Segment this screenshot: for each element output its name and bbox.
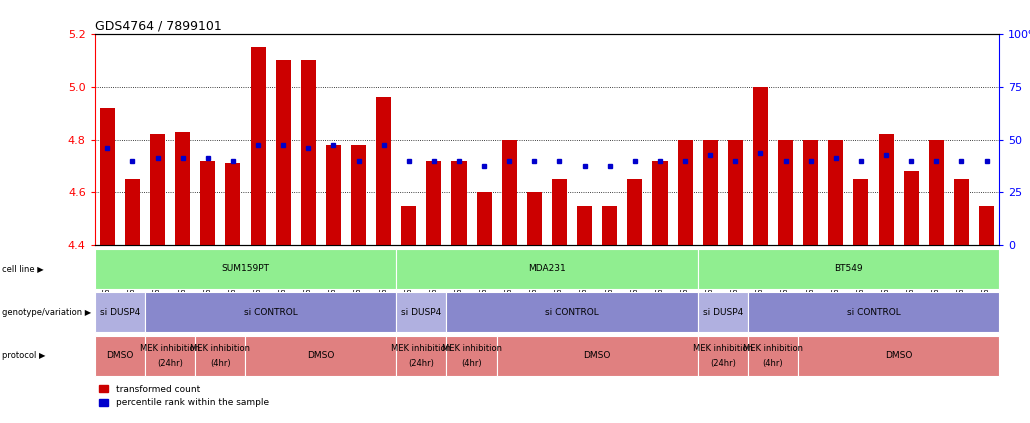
Bar	[451, 161, 467, 245]
Text: MEK inhibition: MEK inhibition	[442, 344, 502, 353]
Text: protocol ▶: protocol ▶	[2, 352, 45, 360]
Text: DMSO: DMSO	[106, 352, 134, 360]
Bar	[652, 161, 667, 245]
Text: MDA231: MDA231	[528, 264, 565, 273]
Text: (24hr): (24hr)	[710, 359, 735, 368]
Bar	[678, 140, 692, 245]
Bar	[753, 87, 768, 245]
Text: si DUSP4: si DUSP4	[702, 308, 743, 317]
Text: (4hr): (4hr)	[461, 359, 482, 368]
Bar	[954, 179, 969, 245]
Bar	[276, 60, 290, 245]
Bar	[803, 140, 818, 245]
Bar	[125, 179, 140, 245]
Text: MEK inhibition: MEK inhibition	[743, 344, 803, 353]
Text: (24hr): (24hr)	[408, 359, 435, 368]
Bar	[150, 134, 165, 245]
Bar	[728, 140, 743, 245]
Bar	[200, 161, 215, 245]
Bar	[175, 132, 191, 245]
Bar	[627, 179, 643, 245]
Text: MEK inhibition: MEK inhibition	[693, 344, 753, 353]
Bar	[702, 140, 718, 245]
Text: si CONTROL: si CONTROL	[244, 308, 298, 317]
Bar	[526, 192, 542, 245]
Bar	[477, 192, 491, 245]
Bar	[226, 163, 240, 245]
Bar	[778, 140, 793, 245]
Bar	[100, 108, 115, 245]
Bar	[402, 206, 416, 245]
Bar	[603, 206, 617, 245]
Text: DMSO: DMSO	[307, 352, 335, 360]
Bar	[301, 60, 316, 245]
Text: DMSO: DMSO	[885, 352, 913, 360]
Legend: transformed count, percentile rank within the sample: transformed count, percentile rank withi…	[99, 385, 269, 407]
Text: si DUSP4: si DUSP4	[100, 308, 140, 317]
Bar	[903, 171, 919, 245]
Text: si DUSP4: si DUSP4	[402, 308, 442, 317]
Text: (24hr): (24hr)	[158, 359, 183, 368]
Bar	[879, 134, 894, 245]
Text: si CONTROL: si CONTROL	[847, 308, 900, 317]
Text: MEK inhibition: MEK inhibition	[191, 344, 250, 353]
Text: MEK inhibition: MEK inhibition	[391, 344, 451, 353]
Text: (4hr): (4hr)	[762, 359, 784, 368]
Text: (4hr): (4hr)	[210, 359, 231, 368]
Text: GDS4764 / 7899101: GDS4764 / 7899101	[95, 20, 221, 33]
Bar	[929, 140, 943, 245]
Bar	[577, 206, 592, 245]
Bar	[502, 140, 517, 245]
Text: SUM159PT: SUM159PT	[221, 264, 270, 273]
Text: BT549: BT549	[834, 264, 863, 273]
Text: DMSO: DMSO	[583, 352, 611, 360]
Bar	[426, 161, 442, 245]
Text: MEK inhibition: MEK inhibition	[140, 344, 200, 353]
Text: cell line ▶: cell line ▶	[2, 264, 44, 273]
Bar	[351, 145, 366, 245]
Bar	[552, 179, 568, 245]
Bar	[250, 47, 266, 245]
Bar	[978, 206, 994, 245]
Text: si CONTROL: si CONTROL	[545, 308, 598, 317]
Bar	[325, 145, 341, 245]
Bar	[376, 97, 391, 245]
Bar	[854, 179, 868, 245]
Text: genotype/variation ▶: genotype/variation ▶	[2, 308, 92, 317]
Bar	[828, 140, 844, 245]
